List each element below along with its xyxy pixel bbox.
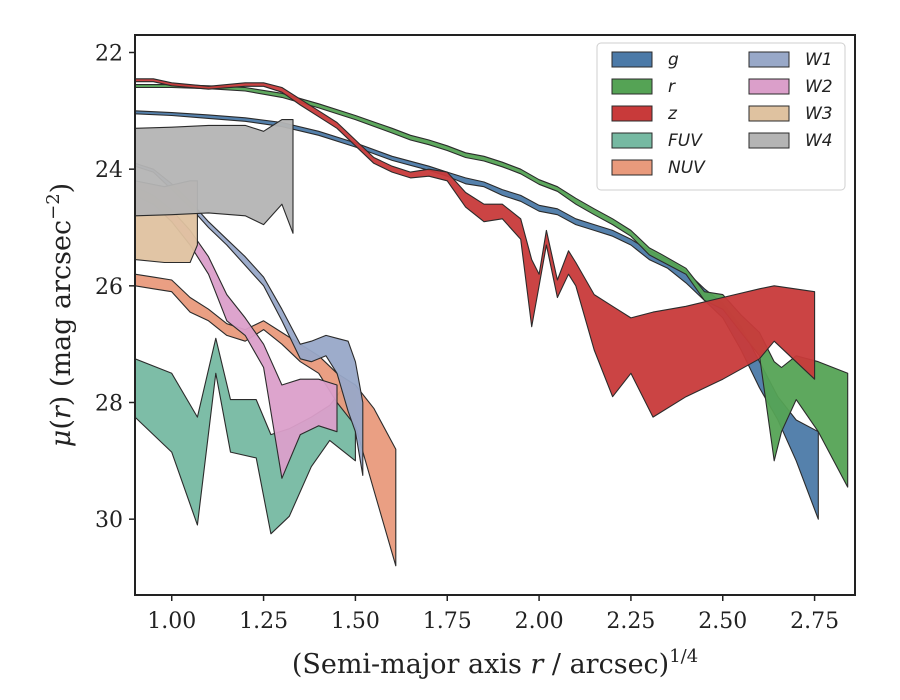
legend-item-fuv: FUV: [611, 131, 703, 151]
y-tick-label: 26: [95, 275, 123, 300]
legend-label: W3: [805, 104, 833, 124]
y-tick-label: 24: [95, 158, 123, 183]
legend-swatch: [748, 51, 790, 68]
y-axis-label: μ(r) (mag arcsec−2): [43, 183, 77, 447]
legend-swatch: [611, 159, 653, 176]
legend-item-w2: W2: [748, 77, 833, 97]
y-tick-label: 28: [95, 392, 123, 417]
legend-item-nuv: NUV: [611, 158, 706, 178]
legend-item-w3: W3: [748, 104, 833, 124]
x-tick-label: 2.75: [790, 609, 839, 634]
y-tick-label: 22: [95, 42, 123, 67]
ticks-layer: 1.00 1.25 1.50 1.75 2.00 2.25 2.50 2.75 22 24 26 28…: [95, 42, 839, 635]
x-tick-label: 1.25: [239, 609, 288, 634]
legend-swatch: [611, 132, 653, 149]
legend-label: W4: [805, 131, 833, 151]
series-band-fuv: [135, 337, 356, 535]
legend-label: NUV: [668, 158, 706, 178]
plot-frame: [134, 34, 856, 596]
legend-label: g: [668, 50, 679, 70]
legend-item-r: r: [611, 77, 676, 97]
series-band-w1: [135, 162, 364, 476]
legend-item-w1: W1: [748, 50, 833, 70]
legend-label: W1: [805, 50, 833, 70]
y-tick-label: 30: [95, 508, 123, 533]
x-tick-label: 1.50: [331, 609, 380, 634]
legend-swatch: [748, 78, 790, 95]
x-tick-label: 2.25: [606, 609, 655, 634]
legend-label: z: [667, 104, 678, 124]
legend-label: W2: [805, 77, 833, 97]
series-band-w4: [135, 119, 294, 234]
legend-swatch: [611, 51, 653, 68]
legend-swatch: [748, 132, 790, 149]
x-tick-label: 2.50: [698, 609, 747, 634]
legend: grz FUV NUV W1 W2 W3 W4: [596, 42, 846, 191]
x-tick-label: 1.00: [147, 609, 196, 634]
legend-item-z: z: [611, 104, 678, 124]
legend-swatch: [611, 78, 653, 95]
series-band-z: [135, 78, 816, 418]
legend-item-g: g: [611, 50, 679, 70]
x-axis-label: (Semi-major axis r / arcsec)1/4: [292, 646, 698, 680]
legend-label: FUV: [668, 131, 703, 151]
legend-item-w4: W4: [748, 131, 833, 151]
series-layer: [135, 78, 849, 567]
x-tick-label: 1.75: [423, 609, 472, 634]
series-band-nuv: [135, 273, 397, 567]
series-band-r: [135, 84, 849, 488]
legend-swatch: [611, 105, 653, 122]
legend-label: r: [668, 77, 676, 97]
legend-swatch: [748, 105, 790, 122]
x-tick-label: 2.00: [515, 609, 564, 634]
